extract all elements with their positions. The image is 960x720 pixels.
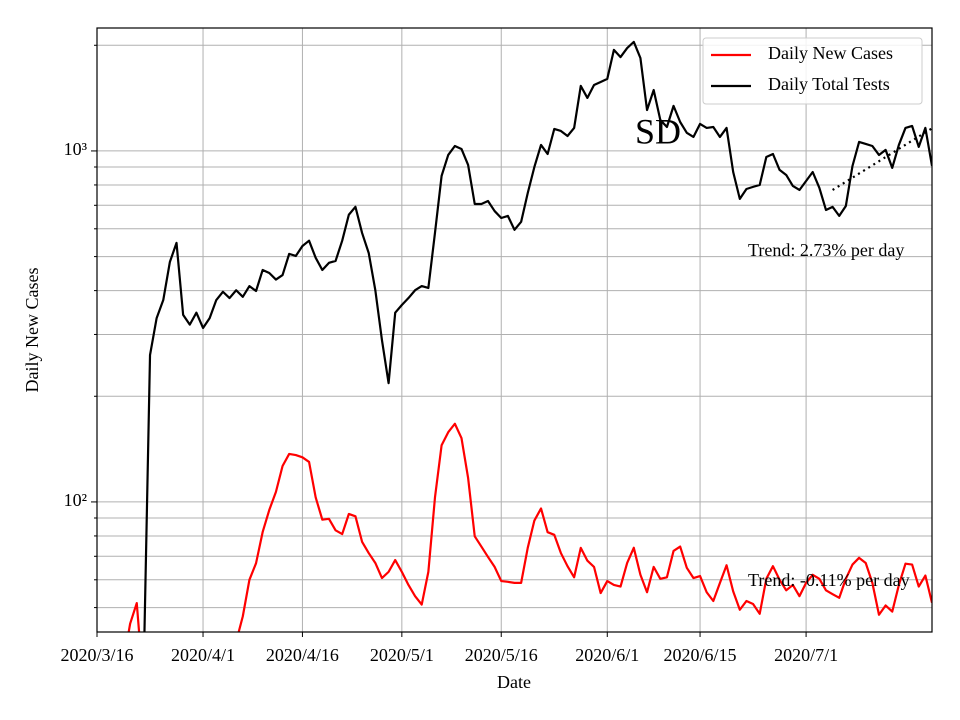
- x-tick-label: 2020/7/1: [774, 645, 838, 665]
- annotation: SD: [635, 111, 681, 151]
- trend-label: Trend: 2.73% per day: [748, 240, 904, 260]
- y-axis-label: Daily New Cases: [22, 268, 42, 393]
- x-tick-label: 2020/6/15: [664, 645, 737, 665]
- trend-label: Trend: -0.11% per day: [748, 570, 910, 590]
- y-tick-label: 10²: [64, 490, 87, 510]
- labels: 2020/3/16 2020/4/1 2020/4/16 2020/5/1 2020/5…: [60, 44, 838, 665]
- plot-lines: [127, 40, 932, 632]
- x-tick-label: 2020/3/16: [60, 645, 133, 665]
- x-tick-label: 2020/4/16: [266, 645, 339, 665]
- trend-line: [832, 127, 932, 191]
- x-axis-label: Date: [497, 672, 531, 692]
- x-tick-label: 2020/6/1: [575, 645, 639, 665]
- legend-label: Daily Total Tests: [768, 74, 890, 94]
- x-tick-label: 2020/4/1: [171, 645, 235, 665]
- data-line: [143, 40, 932, 632]
- legend: Daily New Cases Daily Total Tests: [702, 37, 923, 105]
- data-line: [127, 422, 932, 632]
- legend-box: [702, 37, 923, 105]
- x-tick-label: 2020/5/1: [370, 645, 434, 665]
- plot-frame: [96, 27, 933, 633]
- x-tick-label: 2020/5/16: [465, 645, 538, 665]
- y-tick-label: 10³: [64, 139, 88, 159]
- legend-label: Daily New Cases: [768, 43, 893, 63]
